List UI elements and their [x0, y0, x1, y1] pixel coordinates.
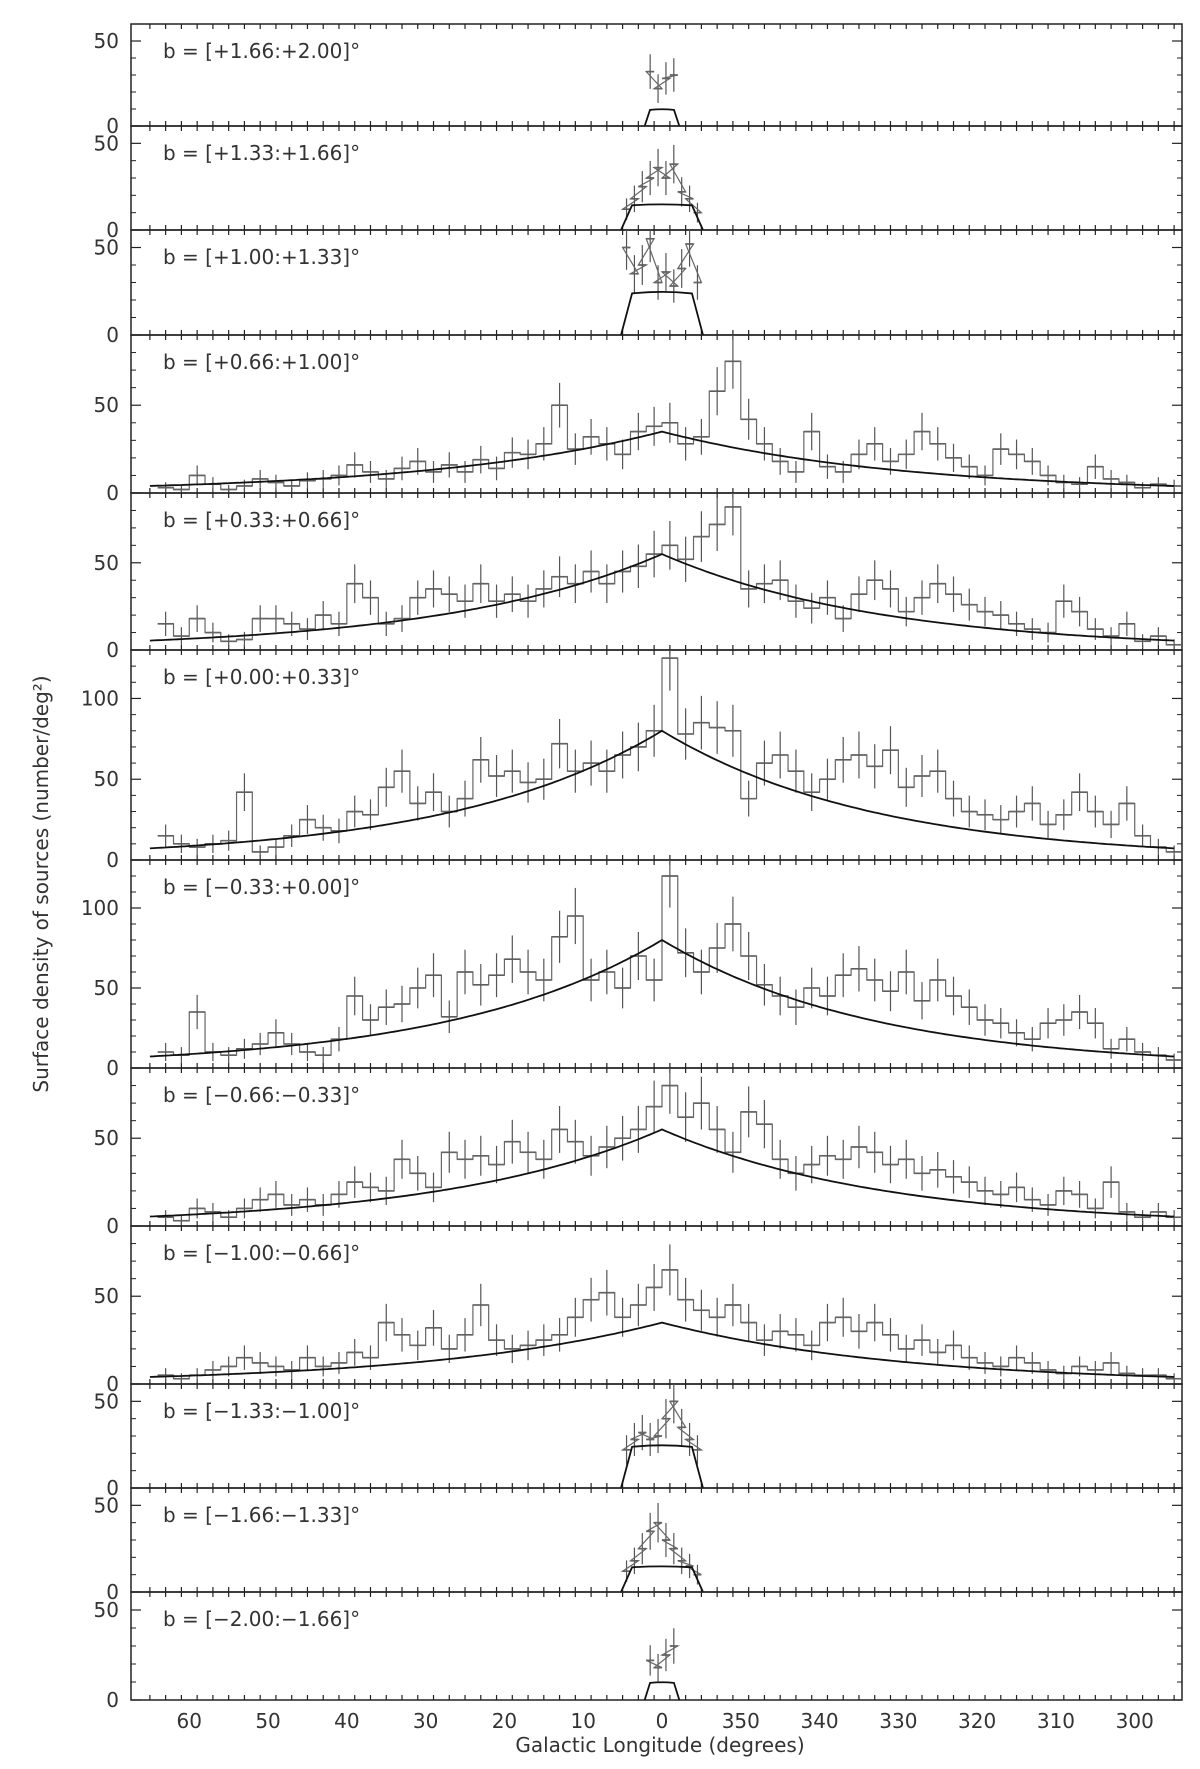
y-tick-label: 0	[106, 323, 119, 347]
y-tick-label: 50	[94, 1598, 119, 1622]
panel-label: b = [−0.33:+0.00]°	[163, 875, 360, 899]
panel-2: 0 50 b = [+1.00:+1.33]°	[94, 229, 1183, 347]
histogram-series	[157, 657, 1182, 853]
panel-label: b = [−2.00:−1.66]°	[163, 1607, 360, 1631]
y-tick-label: 0	[106, 1214, 119, 1238]
panel-label: b = [−0.66:−0.33]°	[163, 1083, 360, 1107]
panel-4: 0 50 b = [+0.33:+0.66]°	[94, 492, 1183, 662]
x-tick-label: 40	[334, 1709, 359, 1733]
y-tick-label: 0	[106, 1476, 119, 1500]
x-tick-label: 340	[800, 1709, 838, 1733]
model-curve	[149, 1321, 1175, 1378]
y-tick-label: 0	[106, 218, 119, 242]
y-tick-label: 0	[106, 1580, 119, 1604]
y-tick-label: 50	[94, 1126, 119, 1150]
x-tick-label: 320	[958, 1709, 996, 1733]
histogram-series	[620, 1522, 702, 1576]
histogram-series	[621, 238, 703, 287]
x-tick-label: 50	[255, 1709, 280, 1733]
panel-10: 0 50 b = [−1.66:−1.33]°	[94, 1487, 1183, 1604]
panel-0: 0 50 b = [+1.66:+2.00]°	[94, 23, 1183, 138]
panel-11: 0 50 b = [−2.00:−1.66]°	[94, 1591, 1183, 1712]
histogram-series	[620, 163, 703, 214]
y-tick-label: 50	[94, 1389, 119, 1413]
panel-1: 0 50 b = [+1.33:+1.66]°	[94, 125, 1183, 242]
y-tick-label: 50	[94, 131, 119, 155]
panel-5: 0 50 100 b = [+0.00:+0.33]°	[81, 649, 1183, 872]
y-tick-label: 0	[106, 114, 119, 138]
x-tick-label: 0	[656, 1709, 669, 1733]
y-tick-label: 0	[106, 1688, 119, 1712]
x-tick-label: 300	[1116, 1709, 1154, 1733]
panel-label: b = [−1.00:−0.66]°	[163, 1241, 360, 1265]
x-axis-title: Galactic Longitude (degrees)	[515, 1733, 804, 1757]
y-tick-label: 0	[106, 1372, 119, 1396]
panel-6: 0 50 100 b = [−0.33:+0.00]°	[81, 859, 1183, 1080]
x-tick-label: 350	[722, 1709, 760, 1733]
x-tick-label: 20	[492, 1709, 517, 1733]
x-tick-label: 310	[1037, 1709, 1075, 1733]
panel-label: b = [+0.00:+0.33]°	[163, 665, 360, 689]
panel-label: b = [+1.33:+1.66]°	[163, 141, 360, 165]
panel-9: 0 50 b = [−1.33:−1.00]°	[94, 1383, 1183, 1500]
histogram-series	[157, 875, 1182, 1061]
model-curve	[620, 291, 704, 336]
x-tick-label: 30	[413, 1709, 438, 1733]
y-tick-label: 50	[94, 976, 119, 1000]
model-curve	[149, 553, 1175, 642]
y-tick-label: 0	[106, 1056, 119, 1080]
histogram-series	[157, 1269, 1182, 1380]
model-curve	[620, 203, 704, 231]
histogram-series	[620, 1400, 704, 1451]
model-curve	[149, 1128, 1175, 1218]
panel-3: 0 50 b = [+0.66:+1.00]°	[94, 334, 1183, 505]
model-curve	[149, 430, 1175, 487]
y-tick-label: 0	[106, 638, 119, 662]
y-tick-label: 50	[94, 551, 119, 575]
panel-8: 0 50 b = [−1.00:−0.66]°	[94, 1225, 1183, 1396]
y-tick-label: 0	[106, 848, 119, 872]
histogram-series	[644, 71, 678, 90]
panels-group: 050 b = [+1.66:+2.00]°050 b = [+1.33:+1.66…	[81, 23, 1183, 1733]
x-tick-label: 60	[177, 1709, 202, 1733]
model-curve	[620, 1565, 704, 1593]
y-tick-label: 50	[94, 393, 119, 417]
histogram-series	[157, 1084, 1182, 1222]
x-tick-label: 10	[570, 1709, 595, 1733]
x-tick-label: 330	[879, 1709, 917, 1733]
y-tick-label: 50	[94, 236, 119, 260]
model-curve	[620, 1444, 704, 1489]
model-curve	[643, 108, 681, 127]
y-axis-title: Surface density of sources (number/deg²)	[29, 675, 53, 1092]
panel-label: b = [−1.33:−1.00]°	[163, 1399, 360, 1423]
y-tick-label: 50	[94, 1284, 119, 1308]
panel-label: b = [−1.66:−1.33]°	[163, 1503, 360, 1527]
y-tick-label: 100	[81, 686, 119, 710]
model-curve	[643, 1681, 681, 1701]
y-tick-label: 50	[94, 1493, 119, 1517]
histogram-series	[645, 1645, 681, 1669]
panel-7: 0 50 b = [−0.66:−0.33]°	[94, 1067, 1183, 1238]
y-tick-label: 100	[81, 896, 119, 920]
y-tick-label: 50	[94, 767, 119, 791]
y-tick-label: 0	[106, 481, 119, 505]
histogram-series	[157, 506, 1182, 646]
model-curve	[149, 729, 1175, 850]
panel-label: b = [+1.00:+1.33]°	[163, 245, 360, 269]
y-tick-label: 50	[94, 29, 119, 53]
panel-label: b = [+1.66:+2.00]°	[163, 39, 360, 63]
panel-label: b = [+0.33:+0.66]°	[163, 508, 360, 532]
panel-label: b = [+0.66:+1.00]°	[163, 350, 360, 374]
model-curve	[149, 938, 1175, 1058]
